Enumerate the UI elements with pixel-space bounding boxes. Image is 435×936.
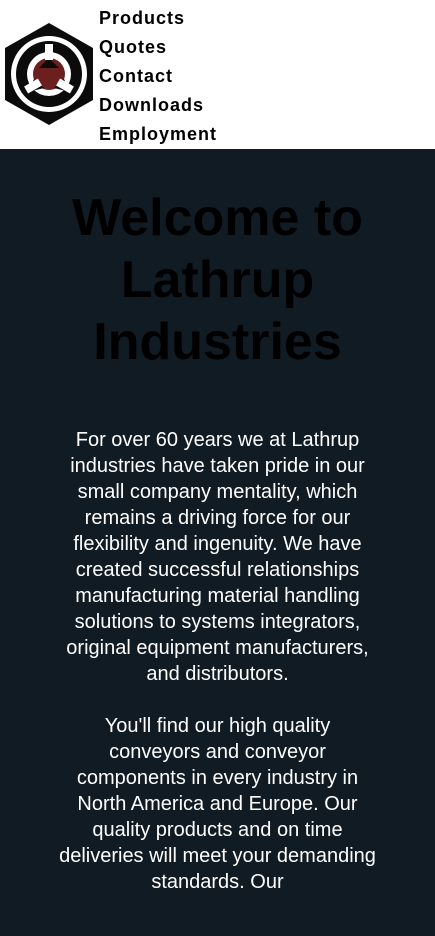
- nav-item-contact: Contact: [99, 64, 217, 93]
- intro-paragraph: For over 60 years we at Lathrup industri…: [66, 429, 369, 685]
- nav-item-downloads: Downloads: [99, 93, 217, 122]
- page-title: Welcome to Lathrup Industries: [72, 189, 363, 371]
- site-header: Products Quotes Contact Downloads Employ…: [0, 0, 435, 149]
- nav-link-products[interactable]: Products: [99, 8, 186, 28]
- nav-item-quotes: Quotes: [99, 35, 217, 64]
- main-nav: Products Quotes Contact Downloads Employ…: [99, 6, 217, 151]
- nav-link-quotes[interactable]: Quotes: [99, 37, 168, 57]
- main-content: Welcome to Lathrup Industries For over 6…: [0, 149, 435, 936]
- nav-link-downloads[interactable]: Downloads: [99, 95, 205, 115]
- nav-link-employment[interactable]: Employment: [99, 124, 218, 144]
- products-paragraph: You'll find our high quality conveyors a…: [59, 715, 376, 893]
- nav-link-contact[interactable]: Contact: [99, 66, 173, 86]
- nav-item-employment: Employment: [99, 122, 217, 151]
- lathrup-logo-icon: [5, 23, 93, 125]
- nav-item-products: Products: [99, 6, 217, 35]
